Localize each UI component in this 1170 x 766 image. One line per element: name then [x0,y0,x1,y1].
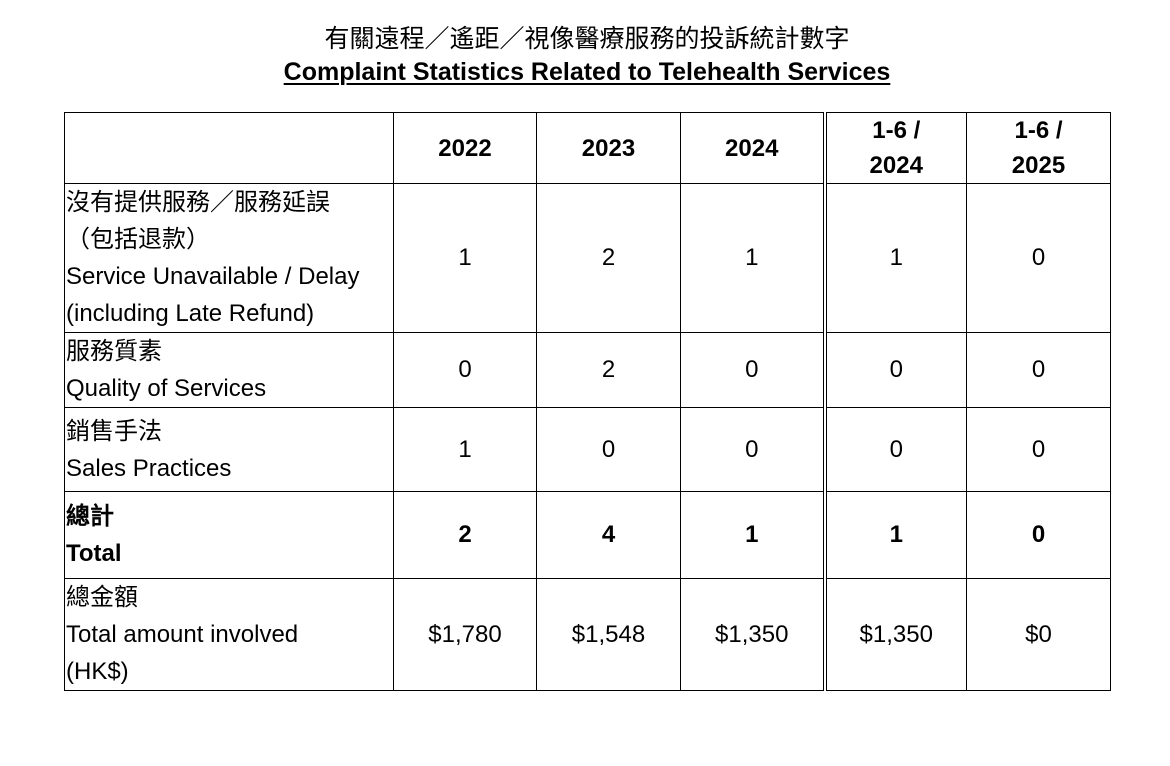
header-label-line1: 1-6 / [872,117,921,144]
table-cell: 1 [680,183,825,333]
table-cell: 0 [680,332,825,408]
table-cell: 0 [822,332,967,408]
header-col-h1-2024: 1-6 / 2024 [822,112,967,184]
header-col-h1-2025: 1-6 / 2025 [966,112,1111,184]
table-cell: $1,548 [536,578,681,691]
complaint-statistics-table: 2022 2023 2024 1-6 /2024 1-6 /2025 沒有提供服… [64,112,1111,691]
table-cell: 0 [680,407,825,492]
header-col-2024: 2024 [680,112,825,184]
table-cell: $0 [966,578,1111,691]
table-cell: $1,350 [822,578,967,691]
header-label: 2023 [581,134,636,162]
table-cell: 1 [393,407,537,492]
row-label-en: Sales Practices [66,454,232,482]
row-label-amount: 總金額 Total amount involved (HK$) [64,578,394,691]
row-label-en: Quality of Services [66,375,267,402]
table-cell: 2 [536,332,681,408]
table-row: 銷售手法 Sales Practices 1 0 0 0 0 [64,407,1111,492]
row-label-en: (including Late Refund) [66,300,315,327]
table-cell: 0 [822,407,967,492]
header-label: 2022 [438,134,492,162]
table-cell: 1 [822,183,967,333]
header-empty-cell [64,112,394,184]
header-col-2022: 2022 [393,112,537,184]
table-cell: 0 [966,407,1111,492]
table-cell: $1,780 [393,578,537,691]
row-label-total: 總計 Total [64,491,394,579]
table-row-total: 總計 Total 2 4 1 1 0 [64,491,1111,579]
page-title-english: Complaint Statistics Related to Teleheal… [0,57,1170,87]
header-col-2023: 2023 [536,112,681,184]
row-label-en: Total [66,540,122,567]
row-label-quality: 服務質素 Quality of Services [64,332,394,408]
row-label-en: Service Unavailable / Delay [66,263,360,290]
row-label-zh: 沒有提供服務／服務延誤 [66,188,330,216]
row-label-zh: 服務質素 [66,337,162,365]
page-title-english-text: Complaint Statistics Related to Teleheal… [283,58,891,86]
row-label-zh: 銷售手法 [66,416,162,445]
row-label-zh: 總計 [66,502,114,530]
table-row: 總金額 Total amount involved (HK$) $1,780 $… [64,578,1111,691]
table-row: 服務質素 Quality of Services 0 2 0 0 0 [64,332,1111,408]
table-cell: 1 [680,491,825,579]
page-title-chinese: 有關遠程／遙距／視像醫療服務的投訴統計數字 [324,24,850,53]
table-cell: 0 [966,332,1111,408]
header-row: 2022 2023 2024 1-6 / 2024 1-6 / 2025 [64,112,1111,184]
row-label-en: Total amount involved [66,621,299,648]
header-label-line2: 2024 [869,152,923,179]
table-cell: 4 [536,491,681,579]
header-label-line1: 1-6 / [1014,117,1063,144]
header-label-line2: 2025 [1011,152,1066,179]
header-label: 2024 [725,134,779,162]
table-cell: 0 [966,491,1111,579]
row-label-zh: 總金額 [66,583,138,611]
table-cell: 1 [393,183,537,333]
table-cell: 2 [536,183,681,333]
table-cell: 2 [393,491,537,579]
row-label-zh: （包括退款） [66,225,210,253]
table-cell: 1 [822,491,967,579]
row-label-en: (HK$) [66,658,129,685]
row-label-service-unavailable: 沒有提供服務／服務延誤 （包括退款） Service Unavailable /… [64,183,394,333]
table-cell: 0 [966,183,1111,333]
table-cell: $1,350 [680,578,825,691]
table-cell: 0 [393,332,537,408]
row-label-sales: 銷售手法 Sales Practices [64,407,394,492]
table-row: 沒有提供服務／服務延誤 （包括退款） Service Unavailable /… [64,183,1111,333]
table-cell: 0 [536,407,681,492]
